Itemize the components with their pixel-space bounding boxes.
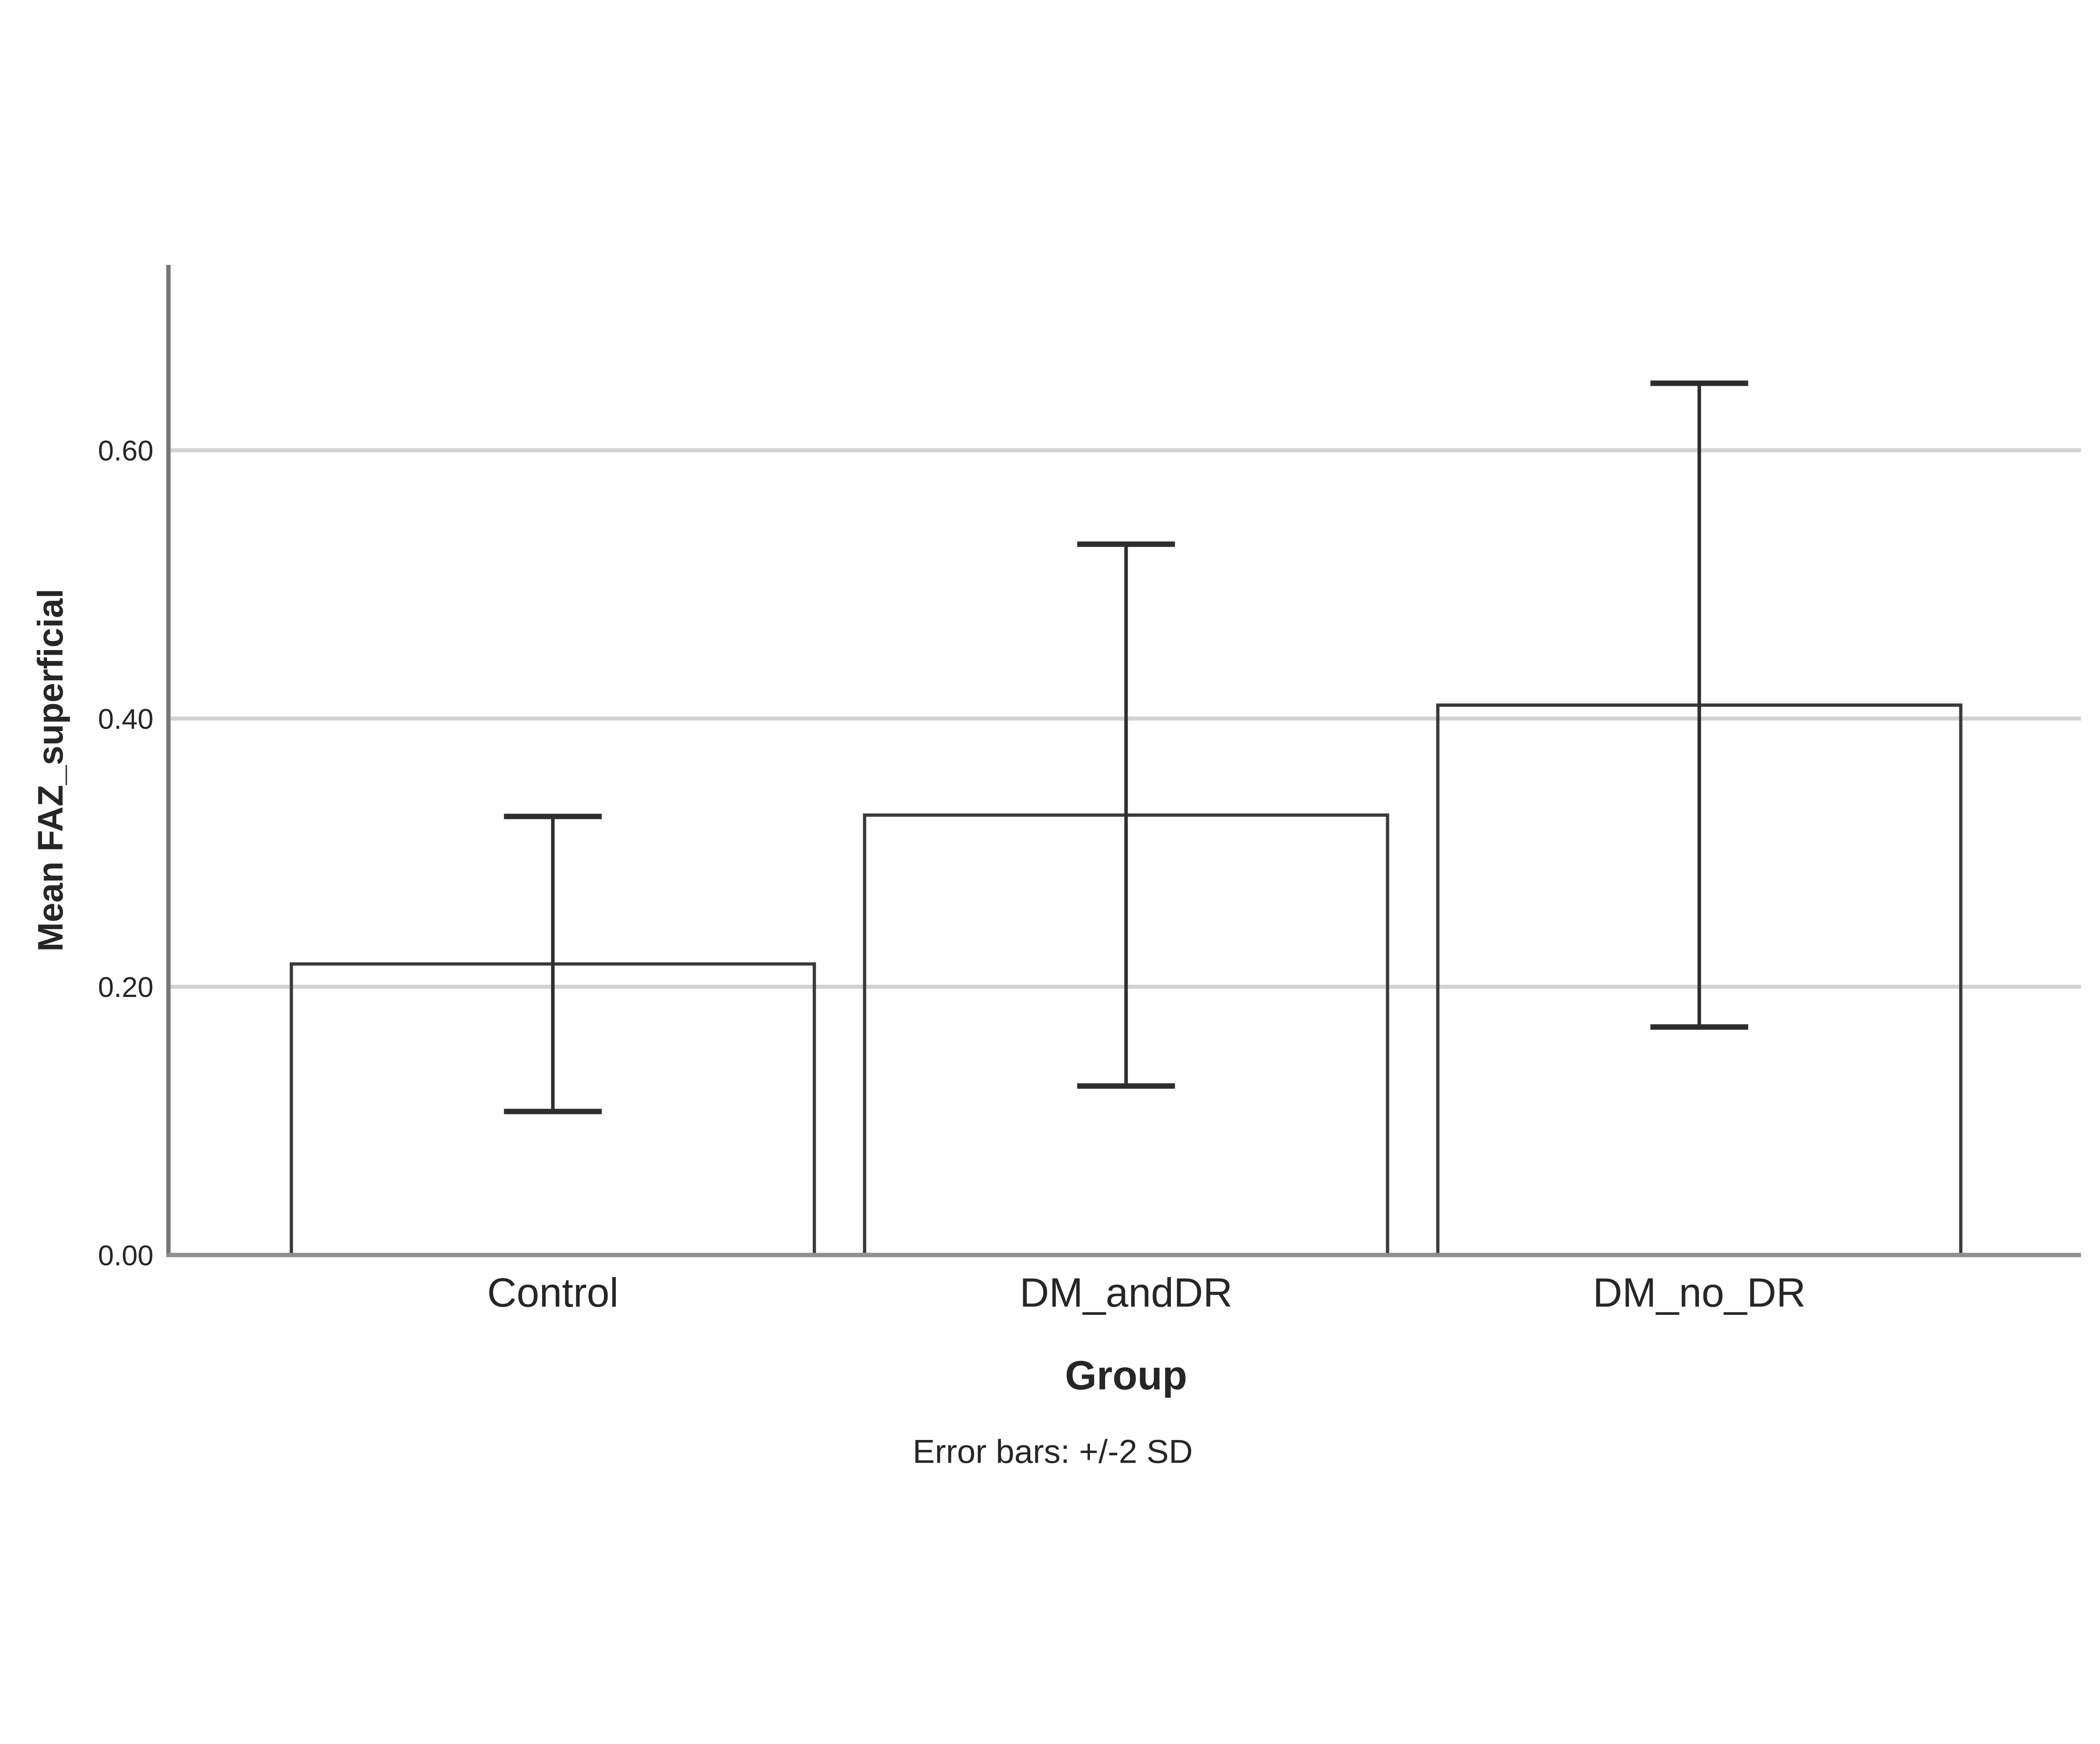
x-category-label: DM_andDR [1020, 1269, 1233, 1315]
y-tick-label: 0.00 [98, 1240, 153, 1272]
x-category-label: DM_no_DR [1593, 1269, 1806, 1315]
error-bar [1650, 380, 1748, 1030]
y-axis-title: Mean FAZ_superficial [31, 589, 70, 952]
error-bar [1077, 541, 1175, 1089]
x-category-label: Control [487, 1269, 619, 1315]
error-bars-layer [504, 380, 1748, 1115]
error-bars-footnote: Error bars: +/-2 SD [913, 1432, 1193, 1470]
y-tick-label: 0.40 [98, 703, 153, 735]
y-tick-label: 0.60 [98, 435, 153, 467]
x-axis-category-labels: Control DM_andDR DM_no_DR [487, 1269, 1806, 1315]
y-tick-label: 0.20 [98, 972, 153, 1003]
y-axis-tick-labels: 0.00 0.20 0.40 0.60 [98, 435, 153, 1272]
x-axis-title: Group [1065, 1353, 1187, 1398]
error-bar [504, 813, 602, 1115]
